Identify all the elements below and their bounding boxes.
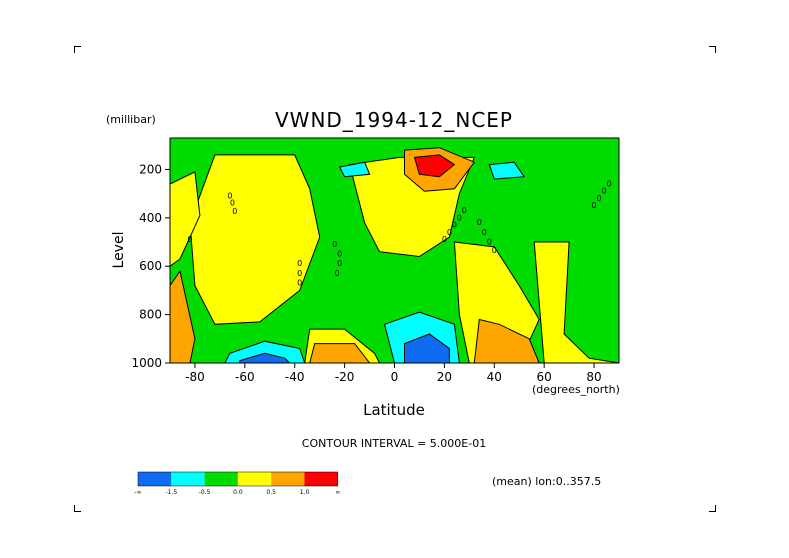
legend-label-3: 0.0 — [233, 489, 243, 496]
y-units-label: (millibar) — [106, 113, 156, 126]
y-tick-label-1000: 1000 — [131, 356, 162, 370]
x-tick-label--80: -80 — [185, 370, 205, 384]
contour-label-1: 0 — [230, 199, 235, 208]
crop-mark-bottom-left — [74, 505, 81, 512]
contour-label-7: 0 — [337, 250, 342, 259]
legend-swatch-0 — [138, 472, 172, 486]
legend-swatch-4 — [271, 472, 305, 486]
contour-region-14 — [224, 340, 306, 364]
contour-label-9: 0 — [335, 269, 340, 278]
contour-region-1 — [189, 154, 321, 325]
contour-label-11: 0 — [447, 228, 452, 237]
y-tick-label-600: 600 — [139, 259, 162, 273]
contour-label-0: 0 — [227, 191, 232, 200]
contour-label-12: 0 — [452, 221, 457, 230]
contour-label-16: 0 — [487, 237, 492, 246]
contour-label-17: 0 — [492, 246, 497, 255]
color-legend: -∞ -1.5 -0.5 0.0 0.5 1.0 ∞ — [134, 471, 340, 496]
contour-label-6: 0 — [297, 279, 302, 288]
contour-label-19: 0 — [596, 194, 601, 203]
contour-label-15: 0 — [482, 228, 487, 237]
contour-label-2: 0 — [232, 207, 237, 216]
x-tick-label-80: 80 — [586, 370, 601, 384]
legend-label-end: ∞ — [335, 489, 340, 496]
contour-label-22: 0 — [332, 240, 337, 249]
legend-label-1: -1.5 — [165, 489, 177, 496]
contour-label-14: 0 — [477, 218, 482, 227]
x-units-label: (degrees_north) — [532, 383, 620, 396]
y-tick-label-800: 800 — [139, 308, 162, 322]
y-tick-label-400: 400 — [139, 211, 162, 225]
legend-swatch-2 — [204, 472, 238, 486]
contour-interval-text: CONTOUR INTERVAL = 5.000E-01 — [302, 437, 486, 450]
x-ticks: -80 -60 -40 -20 0 20 40 60 80 — [185, 363, 602, 384]
x-tick-label--20: -20 — [335, 370, 355, 384]
x-tick-label-0: 0 — [391, 370, 399, 384]
legend-swatch-3 — [237, 472, 272, 486]
legend-label-2: -0.5 — [199, 489, 211, 496]
x-tick-label-60: 60 — [537, 370, 552, 384]
x-tick-label-40: 40 — [487, 370, 502, 384]
contour-region-17 — [488, 161, 526, 180]
contour-label-21: 0 — [606, 179, 611, 188]
contour-region-16 — [338, 161, 371, 178]
contour-label-5: 0 — [297, 269, 302, 278]
contour-region-13 — [404, 333, 450, 364]
contour-label-18: 0 — [592, 201, 597, 210]
contour-label-3: 0 — [187, 235, 192, 244]
legend-label-0: -∞ — [134, 489, 141, 496]
contour-label-23: 0 — [462, 206, 467, 215]
contour-label-10: 0 — [442, 235, 447, 244]
legend-frame — [137, 471, 339, 487]
contour-label-8: 0 — [337, 259, 342, 268]
y-tick-label-200: 200 — [139, 162, 162, 176]
x-tick-label-20: 20 — [437, 370, 452, 384]
contour-label-20: 0 — [601, 187, 606, 196]
plot-fill — [169, 138, 620, 364]
contour-label-4: 0 — [297, 259, 302, 268]
legend-label-5: 1.0 — [300, 489, 310, 496]
contour-label-13: 0 — [457, 213, 462, 222]
x-tick-label--60: -60 — [235, 370, 255, 384]
contour-region-9 — [473, 318, 540, 364]
chart-title: VWND_1994-12_NCEP — [275, 108, 513, 132]
legend-swatch-1 — [171, 472, 205, 486]
legend-label-4: 0.5 — [266, 489, 276, 496]
contour-region-8 — [413, 154, 456, 178]
crop-mark-top-right — [709, 46, 716, 53]
x-axis-label: Latitude — [363, 401, 425, 419]
y-ticks: 200 400 600 800 1000 — [131, 162, 170, 370]
crop-mark-bottom-right — [709, 505, 716, 512]
x-tick-label--40: -40 — [285, 370, 305, 384]
crop-mark-top-left — [74, 46, 81, 53]
y-axis-label: Level — [111, 232, 127, 269]
averaging-note: (mean) lon:0..357.5 — [492, 475, 601, 488]
legend-swatch-5 — [304, 472, 338, 486]
